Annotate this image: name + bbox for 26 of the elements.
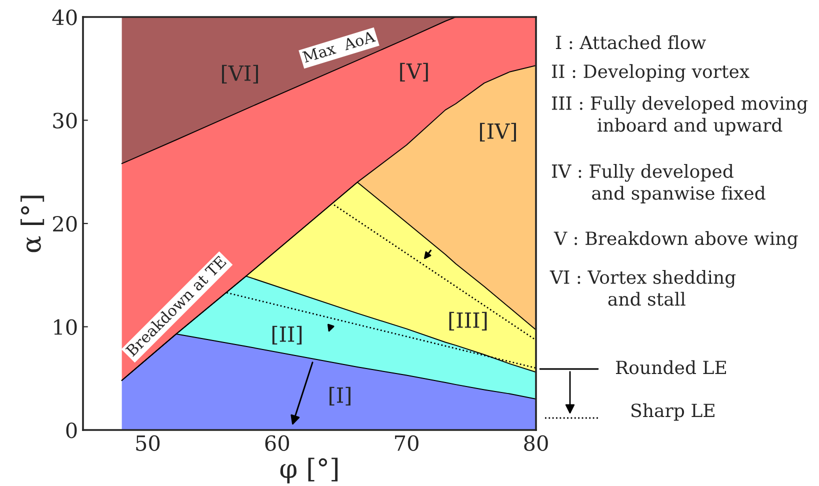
- x-tick-label: 60: [265, 435, 290, 451]
- annotation: [VI]: [222, 64, 258, 84]
- text: I : Attached flow: [556, 35, 706, 50]
- text: Rounded LE: [616, 360, 726, 374]
- x-tick-label: 70: [395, 435, 418, 451]
- x-axis-title: φ [°]: [280, 458, 338, 484]
- text: V : Breakdown above wing: [554, 231, 798, 249]
- text: Sharp LE: [632, 403, 714, 421]
- text: VI : Vortex shedding and stall: [550, 270, 736, 306]
- y-tick-label: 0: [66, 422, 77, 438]
- annotation: Max AoA: [302, 30, 376, 63]
- y-tick-label: 10: [54, 319, 77, 335]
- annotation: [IV]: [480, 122, 516, 142]
- text: IV : Fully developed and spanwise fixed: [552, 164, 766, 204]
- y-axis-title: α [°]: [20, 196, 44, 252]
- y-tick-label: 40: [52, 9, 77, 26]
- annotation: [III]: [449, 312, 487, 330]
- x-tick-label: 80: [524, 435, 548, 451]
- x-tick-label: 50: [136, 435, 160, 451]
- annotation: [I]: [330, 386, 350, 406]
- annotation: [V]: [400, 62, 428, 82]
- text: II : Developing vortex: [552, 64, 750, 82]
- y-tick-label: 20: [53, 216, 77, 232]
- y-tick-label: 30: [53, 112, 77, 128]
- annotation: [II]: [272, 326, 302, 344]
- text: III : Fully developed moving inboard and upward: [552, 96, 808, 136]
